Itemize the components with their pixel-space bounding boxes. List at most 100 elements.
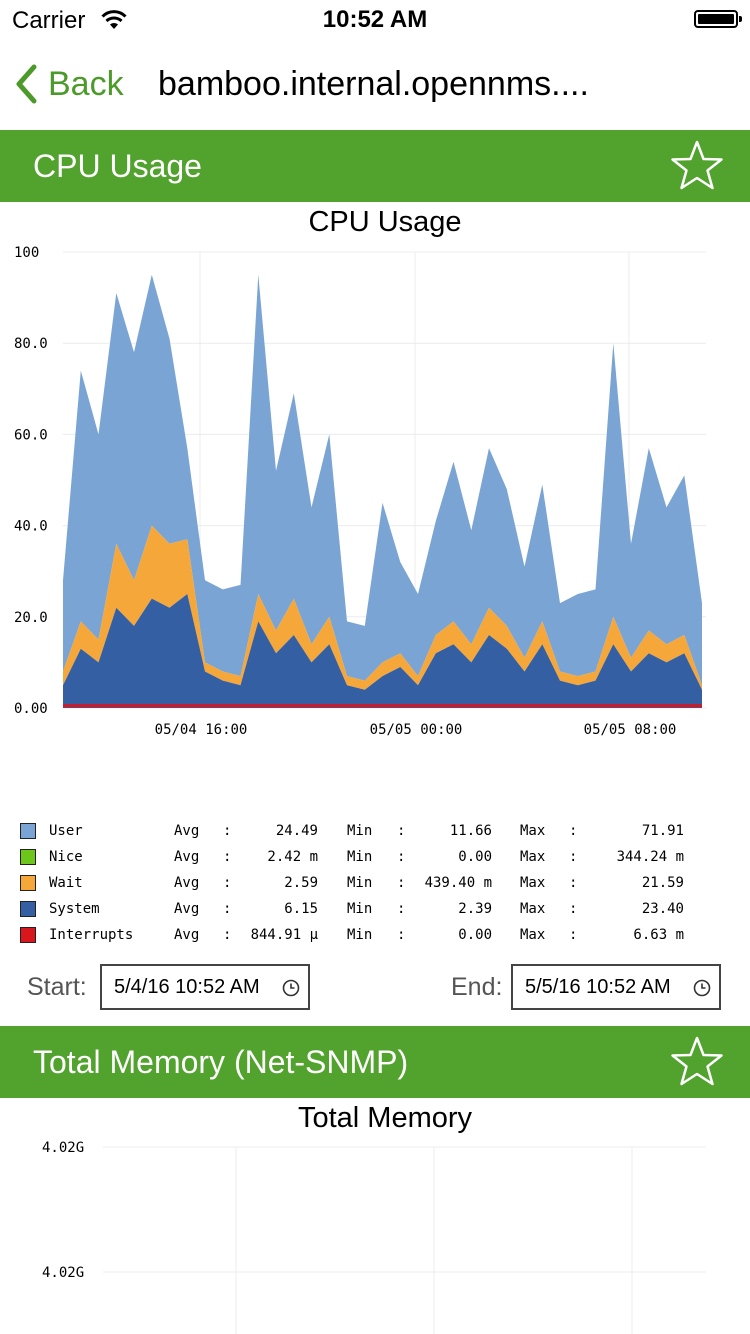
legend-separator: : [397,875,406,891]
star-icon[interactable] [670,140,724,192]
section-header-memory: Total Memory (Net-SNMP) [0,1026,750,1098]
y-tick-label: 80.0 [14,336,48,352]
legend-row-system: System Avg: 6.15 Min: 2.39 Max: 23.40 [18,900,738,926]
end-date-value: 5/5/16 10:52 AM [525,975,671,998]
carrier-label: Carrier [12,7,86,34]
y-tick-label: 4.02G [42,1140,84,1156]
legend-max-label: Max [520,849,546,865]
legend-separator: : [569,849,578,865]
legend-series-name: System [49,901,100,917]
end-label: End: [451,973,503,1001]
wifi-icon [101,10,127,29]
legend-series-name: User [49,823,83,839]
y-tick-label: 4.02G [42,1265,84,1281]
legend-max-label: Max [520,927,546,943]
legend-max-label: Max [520,875,546,891]
cpu-chart-plot: 0.00 20.0 40.0 60.0 80.0 100 05/04 16:00 05/05 … [14,245,706,738]
legend-min-value: 439.40 m [424,875,492,891]
legend-series-name: Interrupts [49,927,134,943]
y-tick-label: 40.0 [14,519,48,535]
legend-swatch [20,927,36,943]
start-date-value: 5/4/16 10:52 AM [114,975,260,998]
legend-min-value: 0.00 [458,849,492,865]
time-range: Start: 5/4/16 10:52 AM End: 5/5/16 10:52… [0,962,750,1014]
legend-min-label: Min [347,823,373,839]
legend-avg-value: 2.42 m [267,849,318,865]
legend-row-nice: Nice Avg: 2.42 m Min: 0.00 Max: 344.24 m [18,848,738,874]
legend-separator: : [569,875,578,891]
star-icon[interactable] [670,1036,724,1088]
series-area-user [63,274,702,686]
legend-max-value: 71.91 [641,823,684,839]
section-title: CPU Usage [33,148,202,184]
back-button[interactable]: Back [14,62,124,106]
legend-avg-label: Avg [174,823,200,839]
legend-swatch [20,849,36,865]
chart-title: Total Memory [297,1102,473,1134]
total-memory-chart: Total Memory 4.02G 4.02G [0,1098,750,1334]
legend-avg-label: Avg [174,849,200,865]
legend-min-value: 11.66 [449,823,492,839]
legend-min-label: Min [347,875,373,891]
legend-max-label: Max [520,823,546,839]
clock-icon [693,979,711,997]
navigation-bar: Back bamboo.internal.opennms.... [0,40,750,128]
chart-title: CPU Usage [308,206,462,238]
y-tick-label: 60.0 [14,427,48,443]
legend-min-value: 2.39 [458,901,492,917]
legend-avg-label: Avg [174,901,200,917]
legend-avg-value: 844.91 μ [250,927,318,943]
clock-icon [282,979,300,997]
legend-separator: : [569,823,578,839]
legend-avg-value: 24.49 [275,823,318,839]
legend-avg-label: Avg [174,875,200,891]
legend-max-value: 21.59 [641,875,684,891]
legend-row-interrupts: Interrupts Avg: 844.91 μ Min: 0.00 Max: 6.63 m [18,926,738,952]
legend-min-label: Min [347,927,373,943]
legend-series-name: Nice [49,849,83,865]
start-date-field[interactable]: 5/4/16 10:52 AM [100,964,310,1010]
x-tick-label: 05/04 16:00 [155,722,248,738]
series-area-system [63,594,702,708]
legend-separator: : [397,927,406,943]
legend-swatch [20,901,36,917]
legend-separator: : [223,823,232,839]
legend-separator: : [223,875,232,891]
legend-avg-value: 2.59 [284,875,318,891]
chevron-left-icon [16,64,37,104]
x-tick-label: 05/05 00:00 [370,722,463,738]
section-title: Total Memory (Net-SNMP) [33,1044,409,1080]
legend-min-label: Min [347,901,373,917]
legend-swatch [20,875,36,891]
legend-separator: : [397,901,406,917]
series-area-wait [63,525,702,690]
cpu-usage-chart: CPU Usage 0.00 20.0 40.0 60.0 80.0 100 05/04 1… [0,202,750,962]
legend-separator: : [223,901,232,917]
legend-min-value: 0.00 [458,927,492,943]
x-tick-label: 05/05 08:00 [584,722,677,738]
legend-avg-label: Avg [174,927,200,943]
legend-max-value: 6.63 m [633,927,684,943]
start-label: Start: [27,973,87,1001]
legend-separator: : [569,901,578,917]
status-bar: Carrier 10:52 AM [0,0,750,40]
legend-series-name: Wait [49,875,83,891]
section-header-cpu: CPU Usage [0,130,750,202]
legend-swatch [20,823,36,839]
back-label: Back [48,64,124,103]
end-date-field[interactable]: 5/5/16 10:52 AM [511,964,721,1010]
legend-separator: : [223,849,232,865]
legend-separator: : [223,927,232,943]
legend-separator: : [397,823,406,839]
battery-icon [694,10,742,28]
legend-row-wait: Wait Avg: 2.59 Min: 439.40 m Max: 21.59 [18,874,738,900]
y-tick-label: 20.0 [14,610,48,626]
y-tick-label: 100 [14,245,39,261]
legend-max-value: 23.40 [641,901,684,917]
legend-max-value: 344.24 m [616,849,684,865]
clock-time: 10:52 AM [322,6,428,33]
y-tick-label: 0.00 [14,701,48,717]
legend-min-label: Min [347,849,373,865]
legend-separator: : [397,849,406,865]
legend-max-label: Max [520,901,546,917]
